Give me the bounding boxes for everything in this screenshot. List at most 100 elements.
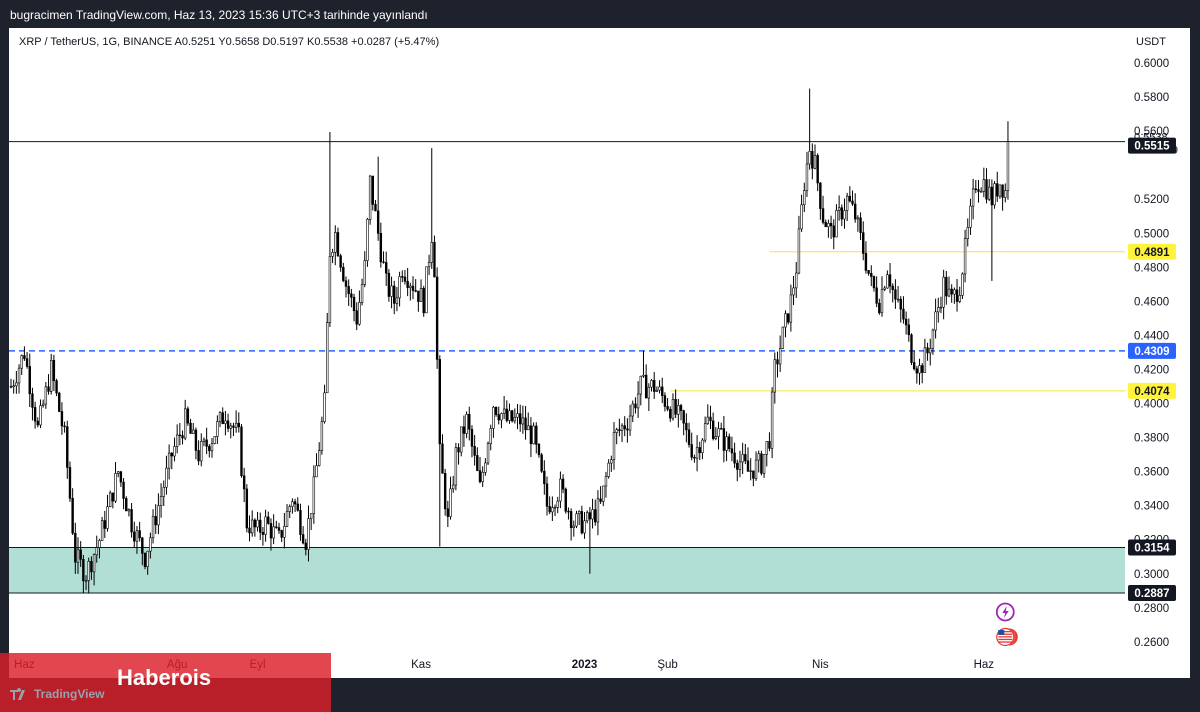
time-tick-label: Nis bbox=[812, 659, 829, 671]
price-tick-label: 0.5000 bbox=[1134, 228, 1169, 240]
candle bbox=[567, 507, 570, 520]
candle bbox=[910, 333, 913, 366]
candle bbox=[484, 458, 487, 476]
candle bbox=[620, 423, 624, 443]
candle bbox=[317, 442, 321, 467]
candle bbox=[285, 504, 289, 528]
candle bbox=[162, 480, 165, 506]
candle bbox=[711, 412, 715, 441]
candle bbox=[127, 508, 131, 517]
candle bbox=[837, 195, 841, 221]
candle bbox=[76, 537, 80, 574]
candle bbox=[47, 374, 50, 395]
candle bbox=[202, 437, 206, 447]
candle bbox=[205, 427, 208, 455]
candle bbox=[535, 422, 538, 454]
candle bbox=[283, 513, 286, 549]
candle bbox=[950, 284, 953, 303]
candle bbox=[82, 554, 85, 593]
candle bbox=[513, 408, 517, 424]
candle bbox=[886, 270, 889, 289]
candle bbox=[409, 282, 412, 301]
candle bbox=[336, 227, 340, 257]
candle bbox=[186, 406, 190, 426]
svg-text:0.4309: 0.4309 bbox=[1134, 346, 1169, 358]
candle bbox=[74, 522, 77, 574]
candle bbox=[31, 387, 34, 421]
candle bbox=[561, 474, 565, 494]
price-tick-label: 0.5800 bbox=[1134, 92, 1169, 104]
candle bbox=[226, 413, 230, 433]
candle bbox=[719, 422, 723, 430]
candle bbox=[264, 509, 267, 542]
candle bbox=[923, 338, 927, 373]
candle bbox=[473, 434, 476, 466]
candle bbox=[987, 179, 991, 202]
candle bbox=[92, 553, 96, 586]
candle bbox=[741, 442, 744, 475]
candle bbox=[717, 421, 720, 450]
price-tag: 0.5515 bbox=[1128, 137, 1176, 154]
time-tick-label: Kas bbox=[411, 659, 431, 671]
candle bbox=[435, 267, 439, 369]
candle bbox=[915, 365, 919, 384]
candle bbox=[947, 276, 951, 298]
price-tick-label: 0.3400 bbox=[1134, 501, 1169, 513]
candle bbox=[508, 403, 511, 424]
candle bbox=[955, 279, 959, 312]
candle bbox=[395, 287, 399, 312]
candle bbox=[224, 410, 227, 436]
candle bbox=[993, 180, 996, 209]
candle bbox=[433, 235, 436, 278]
candle bbox=[679, 403, 683, 421]
candle bbox=[682, 409, 685, 436]
candle bbox=[623, 416, 626, 437]
candle bbox=[709, 405, 712, 430]
candle bbox=[902, 296, 905, 324]
candle bbox=[674, 389, 677, 419]
candle bbox=[977, 180, 980, 203]
candle bbox=[478, 457, 482, 484]
candle bbox=[572, 520, 576, 537]
candle bbox=[384, 251, 388, 286]
candle bbox=[259, 512, 262, 540]
candle bbox=[559, 471, 562, 509]
price-tick-label: 0.5200 bbox=[1134, 194, 1169, 206]
candle bbox=[765, 441, 768, 467]
price-tick-label: 0.4400 bbox=[1134, 330, 1169, 342]
candle bbox=[996, 171, 999, 203]
candle bbox=[288, 504, 291, 519]
candle bbox=[808, 88, 811, 170]
candle bbox=[66, 420, 69, 479]
candle bbox=[516, 403, 519, 430]
candle bbox=[585, 510, 589, 524]
candle bbox=[548, 496, 551, 515]
candle bbox=[323, 384, 326, 424]
candle bbox=[510, 409, 514, 423]
tradingview-logo[interactable]: TradingView bbox=[10, 687, 104, 701]
candle bbox=[232, 422, 235, 437]
candle bbox=[393, 280, 396, 315]
candlestick-chart[interactable]: USDT 0.6000 0.5800 0.5600 0.5200 0.5000 0.4800… bbox=[9, 28, 1190, 678]
price-tick-label: 0.3800 bbox=[1134, 433, 1169, 445]
candle bbox=[130, 502, 133, 538]
candle bbox=[926, 342, 929, 361]
candle bbox=[966, 218, 969, 247]
candle bbox=[859, 212, 862, 240]
candle bbox=[355, 302, 358, 331]
candle bbox=[208, 444, 211, 458]
candle bbox=[899, 296, 902, 323]
overlay-banner bbox=[0, 653, 331, 712]
candle bbox=[374, 199, 377, 212]
candle bbox=[221, 407, 224, 425]
candle bbox=[982, 167, 986, 198]
candle bbox=[63, 421, 66, 433]
candle bbox=[736, 459, 739, 482]
us-flag-icon bbox=[996, 627, 1018, 647]
candle bbox=[687, 422, 691, 448]
candle bbox=[784, 310, 787, 338]
candle bbox=[390, 276, 393, 309]
chart-frame[interactable]: USDT 0.6000 0.5800 0.5600 0.5200 0.5000 0.4800… bbox=[9, 28, 1190, 678]
candle bbox=[896, 285, 900, 303]
support-zone bbox=[9, 547, 1125, 593]
